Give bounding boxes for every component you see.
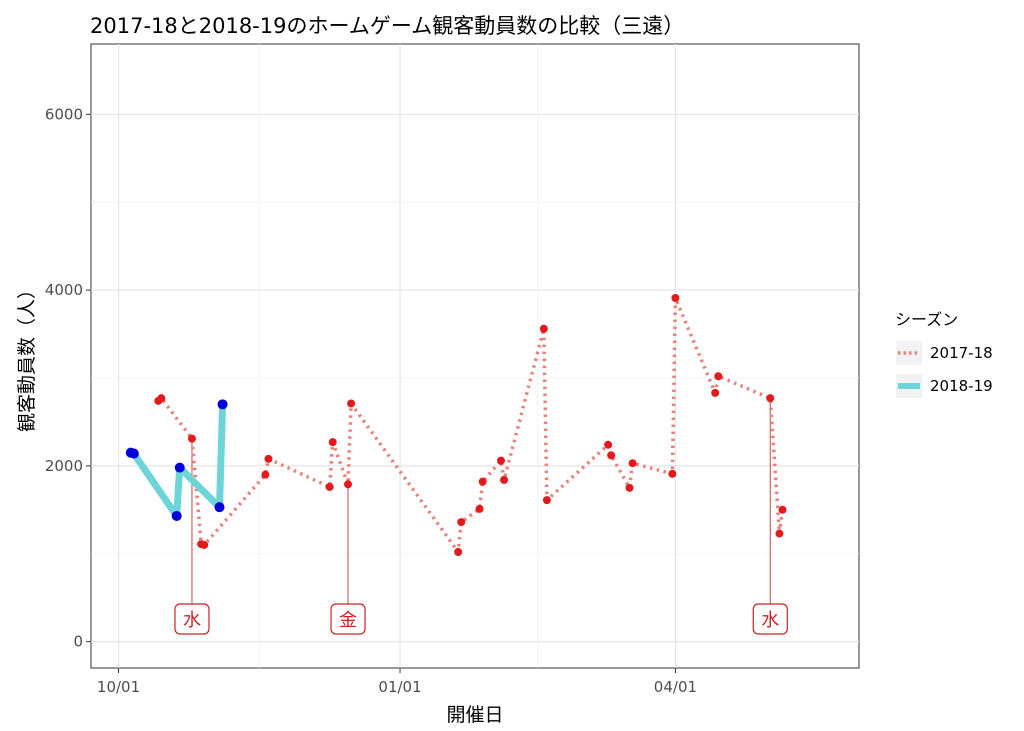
annotation-label: 水 [761,610,779,631]
legend-title: シーズン [895,310,958,329]
x-axis: 10/01 01/01 04/01 [97,668,697,696]
data-point-2018-19 [174,462,185,473]
data-point-2018-19 [214,502,225,513]
annotations: 水金水 [174,398,788,635]
annotation-box [174,603,210,635]
data-point-2017-18 [778,505,787,514]
x-tick-label: 04/01 [654,678,697,696]
data-point-2017-18 [347,399,356,408]
data-point-2017-18 [497,456,506,465]
data-point-2017-18 [187,434,196,443]
legend-label: 2018-19 [930,377,993,395]
data-point-2017-18 [607,451,616,460]
data-point-2017-18 [478,477,487,486]
data-point-2017-18 [604,440,613,449]
data-point-2017-18 [625,483,634,492]
data-point-2017-18 [668,469,677,478]
data-point-2017-18 [475,504,484,513]
data-point-2017-18 [775,529,784,538]
plot-area: 水金水 [90,43,860,669]
data-point-2017-18 [454,547,463,556]
data-point-2017-18 [711,388,720,397]
plot-panel [90,43,860,669]
data-point-2017-18 [261,470,270,479]
annotation-box [330,603,366,635]
data-point-2017-18 [200,540,209,549]
data-point-2017-18 [671,293,680,302]
data-point-2017-18 [328,438,337,447]
chart-title: 2017-18と2018-19のホームゲーム観客動員数の比較（三遠） [90,14,684,38]
legend-label: 2017-18 [930,344,993,362]
data-point-2017-18 [766,394,775,403]
x-axis-title: 開催日 [446,704,503,726]
y-tick-label: 4000 [45,281,83,299]
data-point-2017-18 [457,518,466,527]
x-tick-label: 10/01 [97,678,140,696]
y-tick-label: 6000 [45,105,83,123]
legend: シーズン 2017-18 2018-19 [895,310,993,398]
data-point-2018-19 [128,448,139,459]
data-point-2017-18 [325,482,334,491]
annotation-box [752,603,788,635]
data-point-2017-18 [264,454,273,463]
y-axis: 0 2000 4000 6000 [45,105,91,651]
x-tick-label: 01/01 [378,678,421,696]
y-tick-label: 0 [73,633,83,651]
data-point-2017-18 [157,394,166,403]
data-point-2017-18 [500,475,509,484]
data-point-2018-19 [171,510,182,521]
y-tick-label: 2000 [45,457,83,475]
y-axis-title: 観客動員数（人） [16,280,38,432]
annotation-label: 金 [339,610,357,631]
data-point-2017-18 [344,480,353,489]
annotation-label: 水 [183,610,201,631]
data-point-2018-19 [217,399,228,410]
data-point-2017-18 [542,496,551,505]
series-points [125,293,787,556]
data-point-2017-18 [628,459,637,468]
data-point-2017-18 [714,372,723,381]
data-point-2017-18 [539,324,548,333]
